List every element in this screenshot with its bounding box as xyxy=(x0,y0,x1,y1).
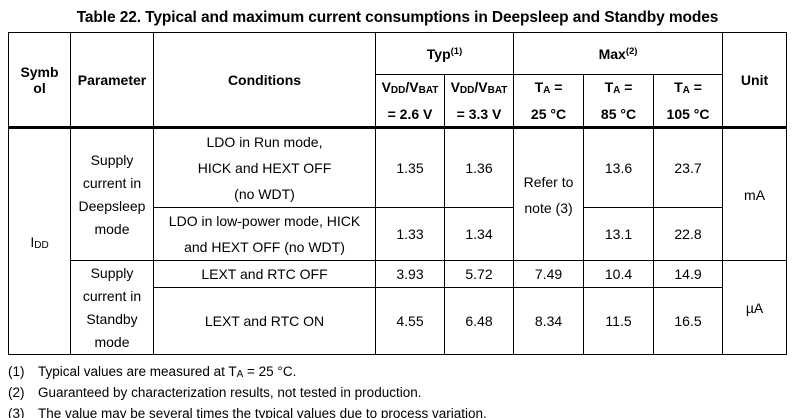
header-max-group: Max(2) xyxy=(513,32,724,75)
value-cell: 10.4 xyxy=(583,260,655,288)
typ-label: Typ xyxy=(426,45,451,62)
symbol-main: I xyxy=(30,233,35,250)
footnote-line: (3) The value may be several times the t… xyxy=(8,404,795,418)
header-ta-85: TA = 85 °C xyxy=(583,74,655,128)
refer-note-cell: Refer to note (3) xyxy=(513,126,585,261)
max-label: Max xyxy=(598,45,626,62)
header-conditions: Conditions xyxy=(153,32,376,128)
value-cell: 4.55 xyxy=(375,287,445,355)
table-title: Table 22. Typical and maximum current co… xyxy=(76,9,719,26)
vdd-vbat-label: VDD/VBAT xyxy=(381,79,439,96)
header-ta-25: TA = 25 °C xyxy=(513,74,585,128)
unit-ua-cell: µA xyxy=(722,260,788,355)
vdd-vbat-label: VDD/VBAT xyxy=(450,79,508,96)
ta-value: 105 °C xyxy=(666,106,710,122)
value-cell: 6.48 xyxy=(443,287,515,355)
header-group-row: Symb ol Parameter Conditions Typ(1) Max(… xyxy=(8,32,788,128)
header-parameter: Parameter xyxy=(70,32,154,128)
table-row: LDO in low-power mode, HICK and HEXT OFF… xyxy=(9,207,787,261)
value-cell: 16.5 xyxy=(653,287,724,355)
ta-label: TA = xyxy=(604,79,633,96)
table-row: LEXT and RTC ON 4.55 6.48 8.34 11.5 16.5 xyxy=(9,287,787,355)
value-cell: 1.33 xyxy=(375,207,445,261)
table-row: Supply current in Standby mode LEXT and … xyxy=(9,260,788,355)
value-cell: 13.1 xyxy=(583,207,655,261)
value-cell: 7.49 xyxy=(513,260,585,288)
value-cell: 14.9 xyxy=(653,260,724,288)
footnote-number: (2) xyxy=(8,385,25,400)
symbol-cell: IDD xyxy=(8,126,71,355)
value-cell: 23.7 xyxy=(653,126,724,208)
ta-value: 85 °C xyxy=(600,106,637,122)
symbol-subscript: DD xyxy=(34,239,49,251)
footnote-text: Typical values are measured at TA = 25 °… xyxy=(38,364,297,380)
typ-footnote-ref: (1) xyxy=(450,45,463,57)
header-symbol: Symb ol xyxy=(8,32,71,128)
header-vdd-2v6: VDD/VBAT = 2.6 V xyxy=(375,74,445,128)
consumption-table: Symb ol Parameter Conditions Typ(1) Max(… xyxy=(8,32,788,355)
footnotes: (1) Typical values are measured at TA = … xyxy=(8,362,795,418)
value-cell: 13.6 xyxy=(583,126,655,208)
vdd-value: = 3.3 V xyxy=(456,106,502,122)
value-cell: 8.34 xyxy=(513,287,585,355)
ta-label: TA = xyxy=(674,79,702,96)
parameter-deepsleep-cell: Supply current in Deepsleep mode xyxy=(70,126,154,261)
value-cell: 1.35 xyxy=(375,126,445,208)
value-cell: 22.8 xyxy=(653,207,724,261)
footnote-number: (3) xyxy=(8,406,25,418)
condition-cell: LDO in Run mode, HICK and HEXT OFF (no W… xyxy=(153,126,376,208)
parameter-standby-cell: Supply current in Standby mode xyxy=(70,260,154,355)
footnote-text: Guaranteed by characterization results, … xyxy=(38,385,422,400)
header-typ-group: Typ(1) xyxy=(374,32,515,75)
value-cell: 1.36 xyxy=(443,126,515,208)
unit-ma-cell: mA xyxy=(722,126,788,261)
value-cell: 1.34 xyxy=(443,207,515,261)
footnote-number: (1) xyxy=(8,364,25,379)
header-vdd-3v3: VDD/VBAT = 3.3 V xyxy=(443,74,515,128)
ta-label: TA = xyxy=(534,79,563,96)
value-cell: 3.93 xyxy=(375,260,445,288)
header-ta-105: TA = 105 °C xyxy=(653,74,724,128)
table-row: IDD Supply current in Deepsleep mode LDO… xyxy=(8,126,788,355)
condition-cell: LEXT and RTC OFF xyxy=(153,260,376,288)
vdd-value: = 2.6 V xyxy=(387,106,433,122)
footnote-line: (2) Guaranteed by characterization resul… xyxy=(8,383,795,404)
header-sub-row: VDD/VBAT = 2.6 V VDD/VBAT = 3.3 V TA = 2… xyxy=(9,74,787,128)
header-unit: Unit xyxy=(722,32,788,128)
footnote-line: (1) Typical values are measured at TA = … xyxy=(8,362,795,383)
ta-value: 25 °C xyxy=(530,106,567,122)
value-cell: 5.72 xyxy=(443,260,515,288)
condition-cell: LDO in low-power mode, HICK and HEXT OFF… xyxy=(153,207,376,261)
max-footnote-ref: (2) xyxy=(625,45,638,57)
condition-cell: LEXT and RTC ON xyxy=(153,287,376,355)
footnote-text: The value may be several times the typic… xyxy=(38,406,487,418)
value-cell: 11.5 xyxy=(583,287,655,355)
